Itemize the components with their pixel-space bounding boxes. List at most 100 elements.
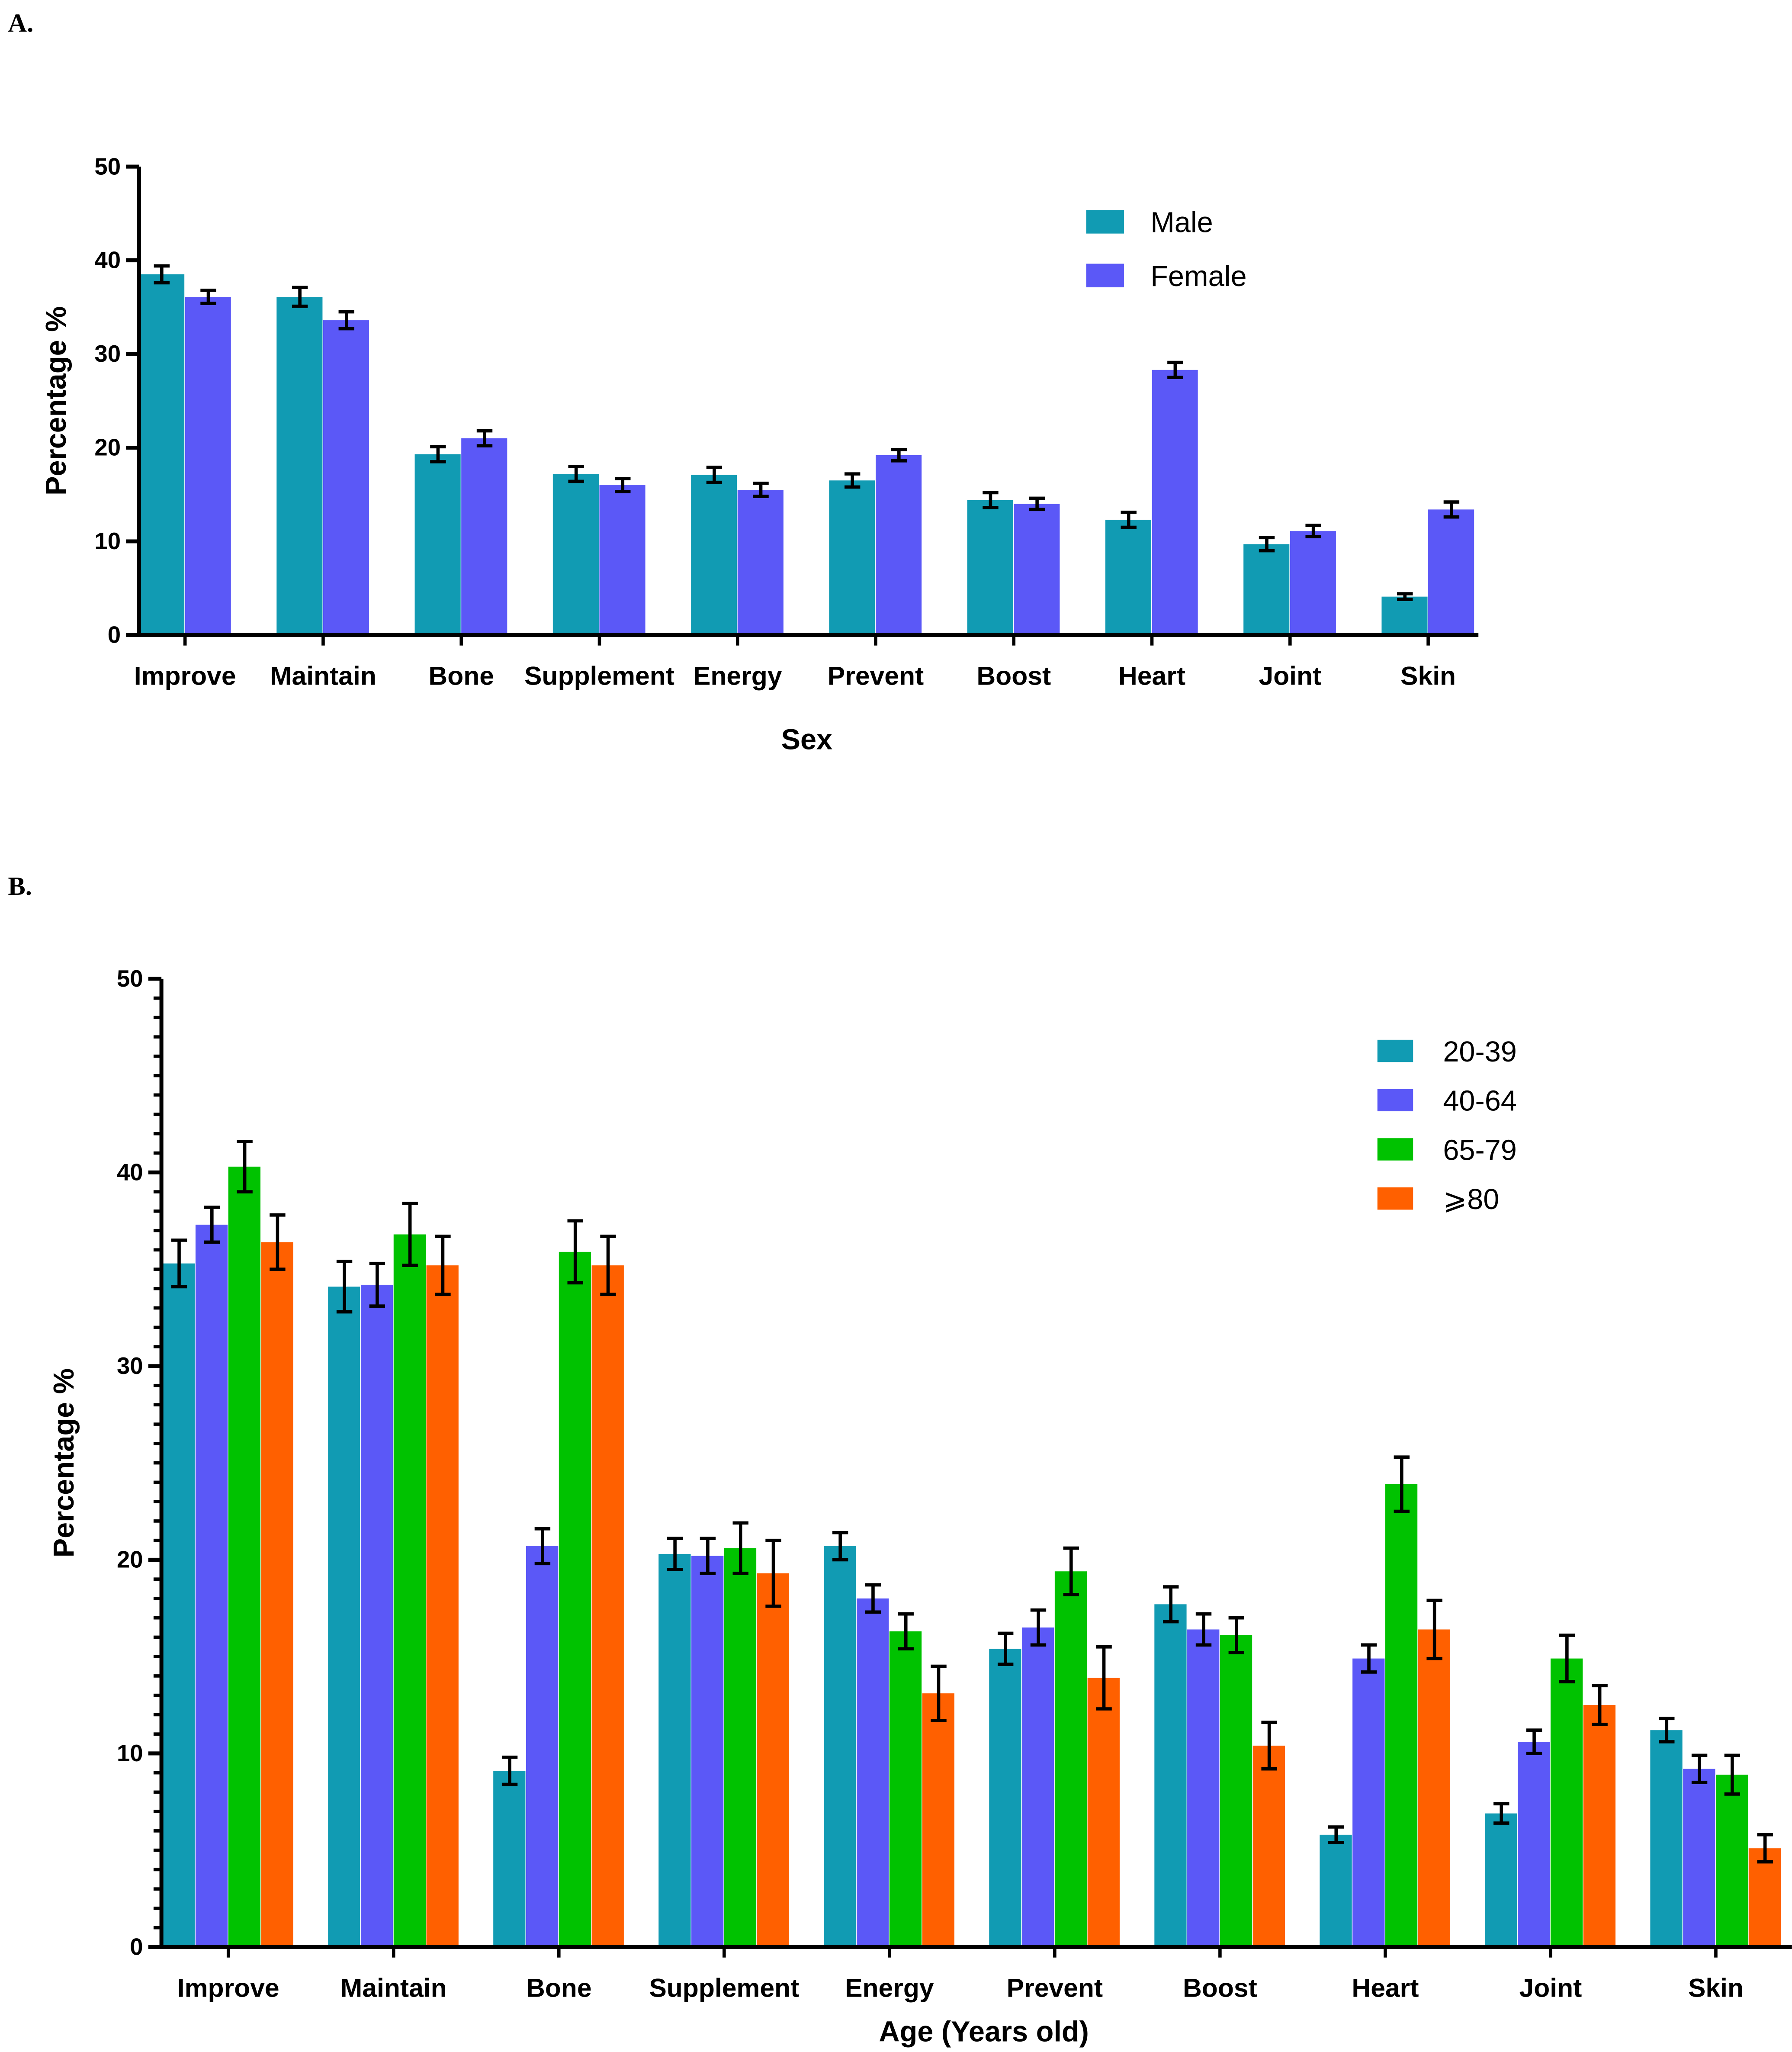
x-tick-label: Boost bbox=[1183, 1973, 1257, 2003]
bar-Male-Supplement bbox=[552, 474, 599, 635]
bar-40-64-Prevent bbox=[1022, 1627, 1054, 1947]
error-bar-40-64-Heart bbox=[1361, 1643, 1377, 1674]
error-bar-40-64-Joint bbox=[1526, 1728, 1542, 1755]
error-bar-40-64-Supplement bbox=[700, 1537, 716, 1575]
bar-20-39-Energy bbox=[824, 1546, 856, 1947]
bar-20-39-Prevent bbox=[989, 1649, 1021, 1947]
bar-Female-Heart bbox=[1152, 370, 1198, 635]
y-tick-label: 0 bbox=[130, 1934, 143, 1960]
bar-Female-Bone bbox=[461, 438, 507, 635]
error-bar-40-64-Prevent bbox=[1030, 1608, 1047, 1647]
chart-b: Improve Maintain Bone Supplement Energy Preve… bbox=[48, 965, 1792, 2048]
error-bar-40-64-Skin bbox=[1691, 1753, 1708, 1784]
error-bar-20-39-Joint bbox=[1493, 1802, 1509, 1825]
bar-20-39-Bone bbox=[493, 1771, 526, 1947]
error-bar-65-79-Energy bbox=[898, 1612, 914, 1651]
x-tick-label: Maintain bbox=[340, 1973, 447, 2003]
error-bar-⩾80-Joint bbox=[1592, 1684, 1608, 1726]
x-tick-label: Bone bbox=[526, 1973, 592, 2003]
error-bar-⩾80-Supplement bbox=[765, 1538, 781, 1608]
x-tick-label: Supplement bbox=[524, 661, 674, 691]
bar-⩾80-Joint bbox=[1583, 1705, 1616, 1947]
bar-40-64-Joint bbox=[1518, 1742, 1550, 1947]
error-bar-40-64-Improve bbox=[204, 1206, 220, 1244]
x-tick-label: Skin bbox=[1400, 661, 1456, 691]
bar-Male-Maintain bbox=[276, 296, 323, 635]
x-tick-label: Heart bbox=[1352, 1973, 1419, 2003]
legend-swatch-Male bbox=[1086, 210, 1124, 234]
x-tick-label: Heart bbox=[1118, 661, 1185, 691]
bar-65-79-Supplement bbox=[724, 1548, 757, 1947]
error-bar-65-79-Skin bbox=[1724, 1753, 1741, 1796]
y-tick-label: 30 bbox=[117, 1353, 143, 1379]
error-bar-40-64-Bone bbox=[534, 1527, 551, 1566]
bar-20-39-Maintain bbox=[328, 1287, 360, 1947]
legend-label: ⩾80 bbox=[1443, 1184, 1499, 1216]
error-bar-Female-Skin bbox=[1443, 500, 1460, 519]
bar-⩾80-Bone bbox=[591, 1265, 624, 1947]
bar-⩾80-Prevent bbox=[1087, 1678, 1120, 1947]
x-tick-label: Skin bbox=[1688, 1973, 1744, 2003]
error-bar-Female-Improve bbox=[200, 289, 216, 305]
error-bar-65-79-Heart bbox=[1394, 1455, 1410, 1513]
bar-⩾80-Improve bbox=[261, 1242, 293, 1947]
error-bar-⩾80-Maintain bbox=[435, 1235, 451, 1296]
bar-65-79-Energy bbox=[889, 1631, 922, 1947]
bar-Male-Joint bbox=[1243, 544, 1290, 635]
bar-20-39-Improve bbox=[163, 1263, 195, 1947]
bar-⩾80-Heart bbox=[1418, 1629, 1451, 1947]
error-bar-Female-Boost bbox=[1029, 496, 1045, 511]
error-bar-Male-Supplement bbox=[568, 465, 584, 483]
error-bar-⩾80-Bone bbox=[600, 1235, 616, 1296]
x-axis-label: Age (Years old) bbox=[879, 2016, 1089, 2048]
bar-Male-Skin bbox=[1381, 596, 1428, 635]
bar-Female-Boost bbox=[1014, 504, 1060, 635]
error-bar-20-39-Bone bbox=[501, 1756, 518, 1786]
bar-Male-Energy bbox=[691, 475, 737, 635]
bar-Female-Maintain bbox=[323, 320, 369, 635]
bar-65-79-Boost bbox=[1220, 1635, 1252, 1947]
y-tick-label: 0 bbox=[108, 622, 121, 648]
error-bar-20-39-Energy bbox=[832, 1531, 848, 1562]
error-bar-Male-Maintain bbox=[292, 286, 308, 308]
bar-65-79-Skin bbox=[1715, 1775, 1748, 1947]
legend-label: 40-64 bbox=[1443, 1085, 1517, 1117]
error-bar-Female-Supplement bbox=[615, 477, 631, 494]
bar-20-39-Joint bbox=[1485, 1813, 1517, 1947]
bar-Male-Prevent bbox=[829, 480, 875, 635]
error-bar-20-39-Supplement bbox=[667, 1537, 683, 1571]
y-tick-label: 50 bbox=[94, 153, 121, 180]
y-tick-label: 10 bbox=[94, 528, 121, 554]
bar-40-64-Heart bbox=[1352, 1658, 1385, 1947]
bar-20-39-Heart bbox=[1320, 1834, 1352, 1947]
legend-label: 65-79 bbox=[1443, 1134, 1517, 1166]
y-tick-label: 20 bbox=[117, 1547, 143, 1573]
panel-label-a: A. bbox=[8, 9, 33, 38]
bar-65-79-Improve bbox=[228, 1166, 261, 1947]
bar-Female-Supplement bbox=[599, 485, 646, 635]
bar-65-79-Prevent bbox=[1054, 1571, 1087, 1947]
bar-20-39-Skin bbox=[1650, 1730, 1683, 1947]
x-tick-label: Joint bbox=[1519, 1973, 1582, 2003]
legend-swatch-40-64 bbox=[1377, 1089, 1413, 1112]
panel-label-b: B. bbox=[8, 872, 32, 901]
error-bar-65-79-Prevent bbox=[1063, 1546, 1079, 1596]
error-bar-⩾80-Improve bbox=[270, 1213, 286, 1271]
bar-65-79-Heart bbox=[1385, 1484, 1418, 1947]
x-tick-label: Maintain bbox=[270, 661, 376, 691]
error-bar-65-79-Improve bbox=[237, 1139, 253, 1193]
y-tick-label: 20 bbox=[94, 434, 121, 461]
error-bar-Male-Bone bbox=[430, 445, 446, 463]
error-bar-Male-Skin bbox=[1397, 592, 1413, 601]
legend-swatch-65-79 bbox=[1377, 1138, 1413, 1161]
error-bar-Female-Prevent bbox=[891, 448, 907, 463]
bar-65-79-Bone bbox=[559, 1251, 591, 1947]
error-bar-Male-Prevent bbox=[844, 472, 861, 489]
y-tick-label: 30 bbox=[94, 341, 121, 367]
x-tick-label: Energy bbox=[693, 661, 782, 691]
bar-Male-Heart bbox=[1105, 520, 1152, 635]
error-bar-20-39-Prevent bbox=[997, 1631, 1014, 1666]
bar-40-64-Supplement bbox=[691, 1556, 724, 1947]
error-bar-Female-Heart bbox=[1167, 360, 1183, 379]
error-bar-Female-Energy bbox=[753, 481, 769, 498]
